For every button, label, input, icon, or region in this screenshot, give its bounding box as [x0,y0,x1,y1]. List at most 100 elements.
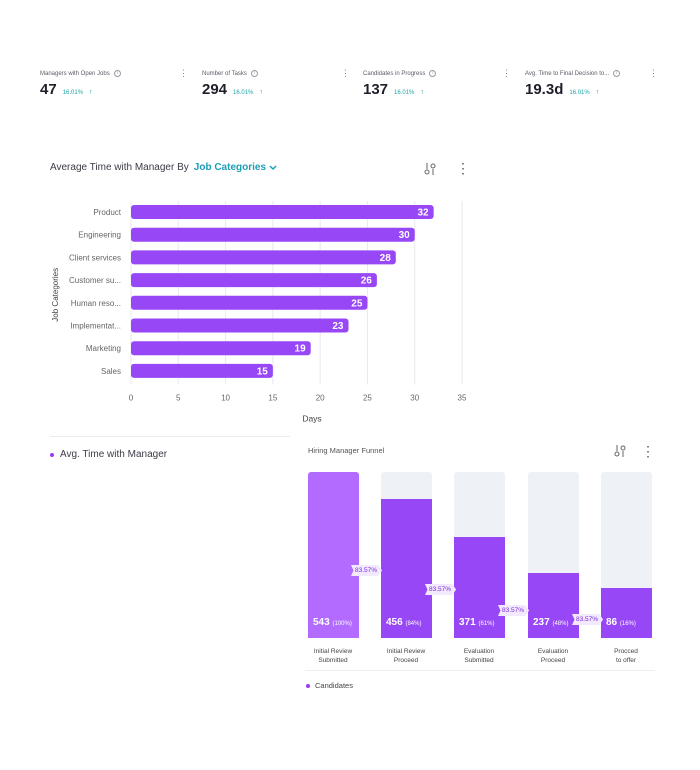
arrow-up-icon: ↑ [420,89,424,96]
conversion-rate-badge: 83.57% [498,605,529,616]
funnel-stage-label: Initial Review Proceed [376,647,436,665]
y-category-label: Marketing [86,344,121,353]
arrow-up-icon: ↑ [89,89,93,96]
funnel-stage-fill [308,472,359,638]
bar [131,228,415,242]
kpi-label: Number of Tasks [202,71,247,77]
funnel-stage[interactable]: 237 (48%) [528,472,579,638]
x-tick-label: 5 [176,394,181,403]
filter-settings-icon[interactable] [424,162,436,179]
x-tick-label: 10 [221,394,230,403]
funnel-stage-fill [528,573,579,638]
funnel-stage-count: 543 (100%) [313,617,352,628]
info-icon[interactable]: i [613,70,620,77]
y-category-label: Sales [101,367,121,376]
conversion-rate-badge: 83.57% [425,584,456,595]
category-dropdown[interactable]: Job Categories [194,162,277,173]
funnel-stage[interactable]: 456 (84%) [381,472,432,638]
y-category-label: Product [93,208,121,217]
category-dropdown-value: Job Categories [194,162,266,173]
stage-label-line: to offer [596,656,656,665]
bar [131,364,273,378]
funnel-stage-fill [601,588,652,638]
x-axis-title: Days [302,414,321,424]
x-tick-label: 35 [458,394,467,403]
x-tick-label: 20 [316,394,325,403]
conversion-rate-badge: 83.57% [572,614,603,625]
kpi-value: 137 [363,81,388,98]
bar-value-label: 25 [351,298,363,309]
stage-count-percent: (48%) [552,621,568,627]
y-axis-title: Job Categories [51,268,60,322]
funnel-stage-label: Procced to offer [596,647,656,665]
kebab-menu-icon[interactable]: ⋮ [456,160,470,177]
stage-count-value: 237 [533,617,552,628]
legend-label: Candidates [315,681,353,690]
kpi-delta: 16.01% [63,90,83,96]
chevron-down-icon [269,165,277,171]
bar-value-label: 32 [418,208,430,219]
kebab-menu-icon[interactable]: ⋮ [179,70,188,76]
stage-count-value: 543 [313,617,332,628]
legend-label: Avg. Time with Manager [60,449,167,460]
funnel-stage[interactable]: 543 (100%) [308,472,359,638]
arrow-up-icon: ↑ [596,89,600,96]
stage-count-value: 86 [606,617,620,628]
funnel-stage-count: 371 (61%) [459,617,494,628]
filter-settings-icon[interactable] [614,444,626,461]
stage-label-line: Evaluation [523,647,583,656]
y-category-label: Engineering [78,231,121,240]
kpi-card-candidates: Candidates in Progress i 137 16.01% ↑ ⋮ [363,70,513,102]
bar-value-label: 28 [380,253,392,264]
divider [50,436,290,437]
kpi-value: 47 [40,81,57,98]
stage-count-value: 371 [459,617,478,628]
kebab-menu-icon[interactable]: ⋮ [649,70,658,76]
kpi-label: Candidates in Progress [363,71,425,77]
funnel-stage-count: 86 (16%) [606,617,636,628]
conversion-rate-badge: 83.57% [351,565,382,576]
legend-dot [306,684,310,688]
info-icon[interactable]: i [114,70,121,77]
bar [131,205,434,219]
stage-count-percent: (61%) [478,621,494,627]
funnel-stage-label: Evaluation Proceed [523,647,583,665]
arrow-up-icon: ↑ [259,89,263,96]
stage-label-line: Submitted [449,656,509,665]
kpi-delta: 16.01% [394,90,414,96]
legend-dot [50,453,54,457]
funnel-stage[interactable]: 86 (16%) [601,472,652,638]
kpi-card-managers: Managers with Open Jobs i 47 16.01% ↑ ⋮ [40,70,190,102]
bar-chart-header: Average Time with Manager By Job Categor… [50,162,277,173]
bar-chart-legend: Avg. Time with Manager [50,449,167,460]
kebab-menu-icon[interactable]: ⋮ [341,70,350,76]
kebab-menu-icon[interactable]: ⋮ [641,443,655,460]
bar-value-label: 23 [332,321,344,332]
y-category-label: Implementat... [70,322,121,331]
stage-count-percent: (100%) [332,621,351,627]
stage-label-line: Initial Review [303,647,363,656]
stage-count-percent: (16%) [620,621,636,627]
bar-value-label: 30 [399,230,411,241]
funnel-legend: Candidates [306,681,353,690]
stage-count-value: 456 [386,617,405,628]
kpi-label: Managers with Open Jobs [40,71,110,77]
y-category-label: Client services [69,253,121,262]
stage-label-line: Submitted [303,656,363,665]
info-icon[interactable]: i [429,70,436,77]
kpi-card-tasks: Number of Tasks i 294 16.01% ↑ ⋮ [202,70,352,102]
funnel-stage[interactable]: 371 (61%) [454,472,505,638]
kpi-value: 19.3d [525,81,563,98]
divider [305,670,655,671]
x-tick-label: 15 [268,394,277,403]
x-tick-label: 30 [410,394,419,403]
kpi-value: 294 [202,81,227,98]
info-icon[interactable]: i [251,70,258,77]
y-category-label: Customer su... [69,276,121,285]
funnel-stage-label: Evaluation Submitted [449,647,509,665]
stage-count-percent: (84%) [405,621,421,627]
bar-value-label: 26 [361,276,373,287]
kpi-label: Avg. Time to Final Decision to... [525,71,609,77]
kebab-menu-icon[interactable]: ⋮ [502,70,511,76]
stage-label-line: Evaluation [449,647,509,656]
